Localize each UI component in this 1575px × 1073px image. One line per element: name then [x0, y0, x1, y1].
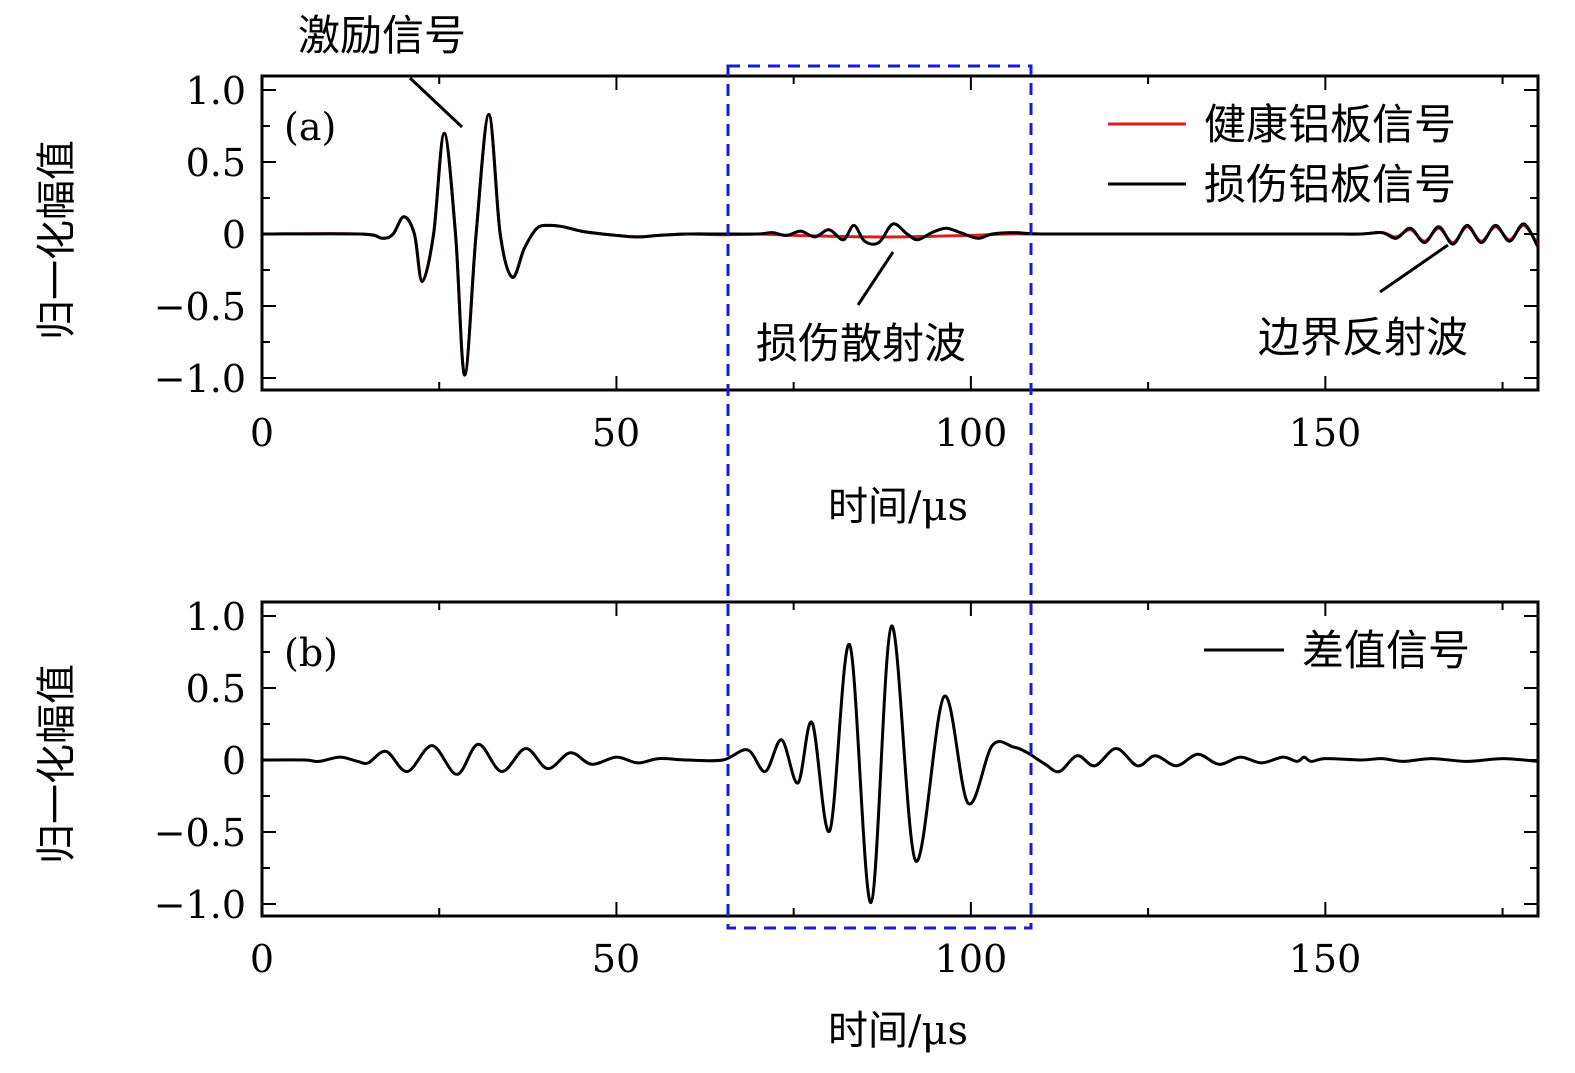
- series-line-a-1: [261, 113, 1540, 377]
- ytick-label-b-3: −0.5: [154, 811, 246, 855]
- xtick-label-b-1: 50: [592, 937, 640, 981]
- legend-label-healthy: 健康铝板信号: [1204, 100, 1456, 149]
- ytick-label-b-0: 1.0: [186, 595, 246, 639]
- axis-ticks-b: [261, 602, 1538, 916]
- legend-label-difference: 差值信号: [1302, 626, 1470, 675]
- series-group-a: [261, 113, 1540, 377]
- ytick-label-a-1: 0.5: [186, 141, 246, 185]
- annotation-damage-scatter: 损伤散射波: [756, 319, 966, 368]
- panel-a: 1.0 0.5 0 −0.5 −1.0 0 50 100 150 时间/μs 归…: [34, 11, 1540, 530]
- ytick-label-a-3: −0.5: [154, 285, 246, 329]
- panel-tag-a: (a): [284, 105, 336, 149]
- panel-b: 1.0 0.5 0 −0.5 −1.0 0 50 100 150 时间/μs 归…: [34, 595, 1540, 1054]
- annotation-leader-damage: [856, 251, 895, 306]
- x-axis-title-b: 时间/μs: [828, 1008, 968, 1054]
- xtick-label-b-3: 150: [1289, 937, 1362, 981]
- xtick-label-a-1: 50: [592, 411, 640, 455]
- xtick-label-b-0: 0: [250, 937, 274, 981]
- xtick-label-b-2: 100: [935, 937, 1008, 981]
- xtick-label-a-0: 0: [250, 411, 274, 455]
- x-axis-title-a: 时间/μs: [828, 484, 968, 530]
- y-axis-title-a: 归一化幅值: [34, 140, 80, 340]
- legend-a: 健康铝板信号 损伤铝板信号: [1108, 100, 1456, 209]
- annotation-leader-boundary: [1379, 243, 1449, 294]
- annotation-leader-excitation: [408, 76, 464, 129]
- ytick-label-b-2: 0: [222, 739, 246, 783]
- axis-ticks-a: [261, 76, 1538, 390]
- ytick-label-b-4: −1.0: [154, 883, 246, 927]
- series-group-b: [261, 624, 1539, 905]
- ytick-label-a-4: −1.0: [154, 357, 246, 401]
- ytick-label-a-2: 0: [222, 213, 246, 257]
- legend-b: 差值信号: [1204, 626, 1470, 675]
- legend-label-damaged: 损伤铝板信号: [1204, 160, 1456, 209]
- annotation-boundary-reflection: 边界反射波: [1258, 313, 1468, 362]
- ytick-label-a-0: 1.0: [186, 69, 246, 113]
- series-line-b-0: [261, 624, 1539, 905]
- ytick-label-b-1: 0.5: [186, 667, 246, 711]
- xtick-label-a-3: 150: [1289, 411, 1362, 455]
- y-axis-title-b: 归一化幅值: [34, 664, 80, 864]
- xtick-label-a-2: 100: [935, 411, 1008, 455]
- highlight-box: [726, 64, 1033, 930]
- annotation-excitation: 激励信号: [298, 11, 466, 60]
- panel-tag-b: (b): [284, 631, 338, 675]
